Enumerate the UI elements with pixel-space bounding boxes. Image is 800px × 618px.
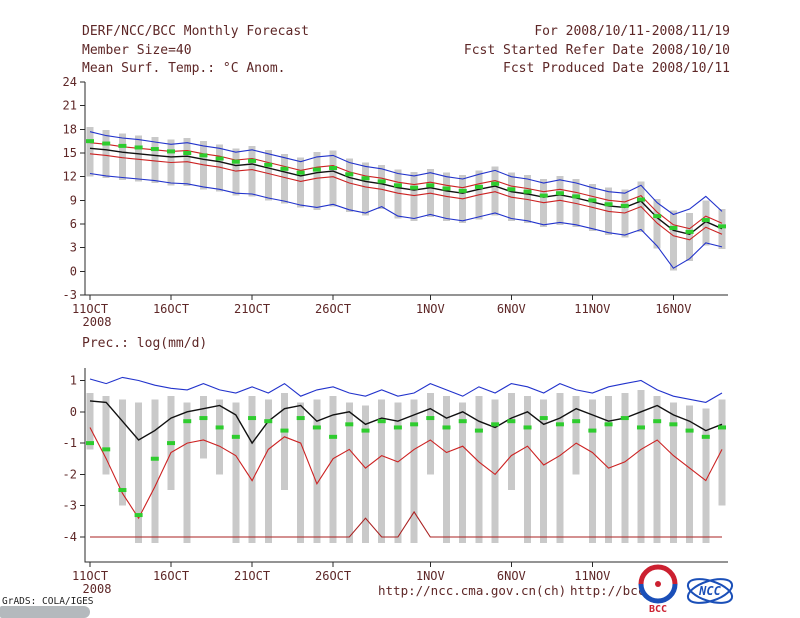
ensemble-spread-bars: [86, 126, 726, 271]
precip-panel-title: Prec.: log(mm/d): [82, 336, 208, 351]
y-tick-label: 1: [70, 374, 77, 388]
axes: 1 0 -1 -2 -3 -4 11OCT 16OCT 21OCT 26OCT 1NOV 6NOV 11…: [63, 368, 728, 596]
page-title: DERF/NCC/BCC Monthly Forecast: [82, 24, 309, 39]
y-tick-label: 21: [63, 99, 77, 113]
x-tick-label: 6NOV: [497, 569, 526, 583]
x-tick-label: 16OCT: [153, 302, 189, 316]
ensemble-spread-bars: [86, 389, 726, 544]
y-tick-label: 15: [63, 146, 77, 160]
y-tick-label: 0: [70, 405, 77, 419]
x-tick-label: 11NOV: [574, 569, 610, 583]
grads-credit: GrADS: COLA/IGES: [2, 596, 94, 607]
series-upper-spread: [89, 142, 723, 230]
y-tick-label: -1: [63, 436, 77, 450]
y-tick-label: 0: [70, 264, 77, 278]
produced-date-label: Fcst Produced Date 2008/10/11: [503, 61, 730, 76]
temp-panel-title: Mean Surf. Temp.: °C Anom.: [82, 61, 286, 76]
series-reference-green: [86, 416, 726, 518]
series-ensemble-max: [89, 376, 723, 403]
x-axis-year-label: 2008: [83, 315, 112, 329]
bcc-logo-text: BCC: [649, 604, 667, 614]
ncc-logo-text: NCC: [698, 584, 721, 598]
x-tick-label: 21OCT: [234, 302, 270, 316]
forecast-range-label: For 2008/10/11-2008/11/19: [534, 24, 730, 39]
bcc-logo-icon: BCC: [638, 564, 678, 614]
x-tick-label: 1NOV: [416, 569, 445, 583]
series-ensemble-min: [89, 172, 723, 269]
series-ensemble-min: [90, 510, 722, 538]
series-ensemble-mean: [89, 147, 723, 236]
x-tick-label: 11NOV: [574, 302, 610, 316]
y-tick-label: 6: [70, 217, 77, 231]
series-ensemble-max: [89, 131, 723, 216]
x-axis-year-label: 2008: [83, 582, 112, 596]
screenshot-artifact-bar: [0, 606, 90, 618]
x-tick-label: 21OCT: [234, 569, 270, 583]
x-tick-label: 6NOV: [497, 302, 526, 316]
x-tick-label: 16NOV: [655, 302, 691, 316]
y-tick-label: 12: [63, 170, 77, 184]
series-lower-spread: [89, 153, 723, 241]
y-tick-label: 18: [63, 122, 77, 136]
series-lower-spread: [89, 427, 723, 520]
series-reference-green: [86, 139, 726, 234]
x-tick-label: 16OCT: [153, 569, 189, 583]
refer-date-label: Fcst Started Refer Date 2008/10/10: [463, 43, 730, 58]
x-tick-label: 26OCT: [315, 569, 351, 583]
x-tick-label: 11OCT: [72, 569, 108, 583]
x-tick-label: 11OCT: [72, 302, 108, 316]
x-tick-label: 26OCT: [315, 302, 351, 316]
y-tick-label: -4: [63, 530, 77, 544]
y-tick-label: -3: [63, 499, 77, 513]
ncc-logo-icon: NCC: [686, 578, 734, 604]
bcc-url-text: http://bcc.c: [570, 583, 661, 598]
x-tick-label: 1NOV: [416, 302, 445, 316]
series-ensemble-mean: [89, 400, 723, 445]
y-tick-label: 3: [70, 241, 77, 255]
y-tick-label: 24: [63, 75, 77, 89]
y-tick-label: -3: [63, 288, 77, 302]
y-tick-label: -2: [63, 467, 77, 481]
panel-2: 1 0 -1 -2 -3 -4 11OCT 16OCT 21OCT 26OCT 1NOV 6NOV 11…: [63, 368, 728, 596]
y-tick-label: 9: [70, 193, 77, 207]
ncc-url-text: http://ncc.cma.gov.cn(ch): [378, 583, 567, 598]
member-size-label: Member Size=40: [82, 43, 192, 58]
